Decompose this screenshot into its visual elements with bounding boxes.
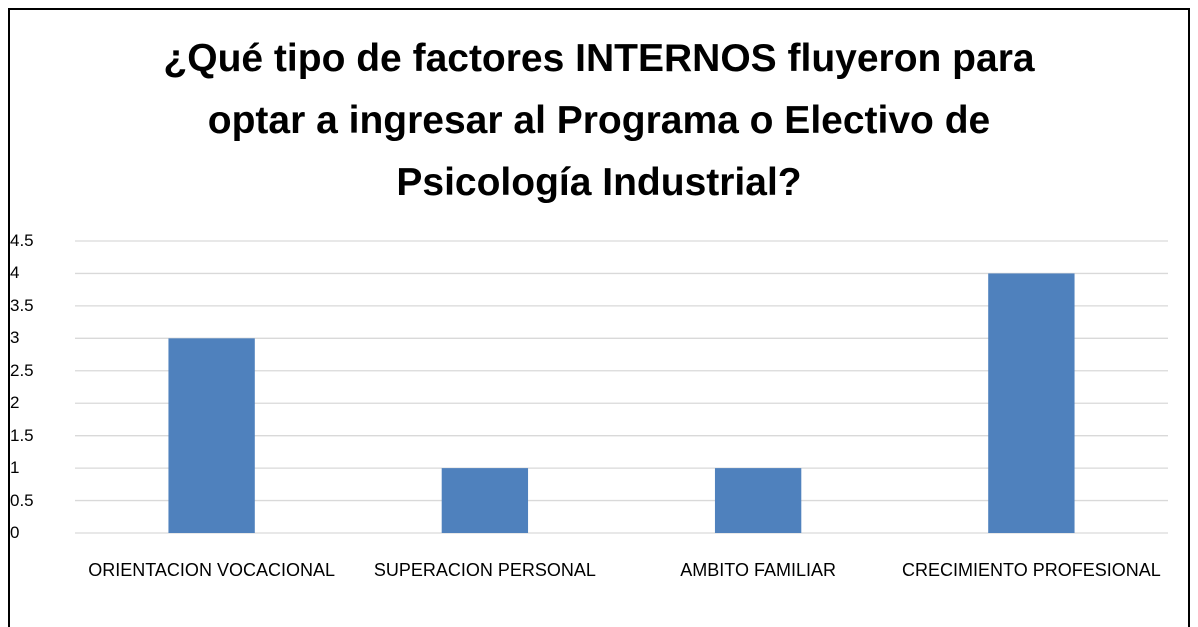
bar bbox=[988, 273, 1075, 533]
y-tick-label: 2.5 bbox=[10, 360, 34, 380]
x-tick-label: AMBITO FAMILIAR bbox=[680, 560, 836, 580]
y-tick-label: 0 bbox=[10, 523, 20, 542]
y-tick-label: 3 bbox=[10, 328, 20, 348]
y-tick-label: 4 bbox=[10, 263, 20, 283]
bar bbox=[441, 468, 529, 533]
bar bbox=[168, 338, 255, 533]
y-tick-label: 1.5 bbox=[10, 425, 34, 445]
bar bbox=[714, 468, 802, 533]
x-tick-label: ORIENTACION VOCACIONAL bbox=[88, 560, 335, 580]
y-tick-label: 1 bbox=[10, 458, 20, 478]
x-tick-label: CRECIMIENTO PROFESIONAL bbox=[902, 560, 1161, 580]
chart-border bbox=[8, 8, 1190, 627]
y-tick-label: 0.5 bbox=[10, 490, 34, 510]
y-tick-label: 3.5 bbox=[10, 295, 34, 315]
chart-title: ¿Qué tipo de factores INTERNOS fluyeron … bbox=[163, 37, 1035, 204]
y-tick-label: 4.5 bbox=[10, 231, 34, 250]
y-tick-label: 2 bbox=[10, 393, 20, 413]
x-tick-label: SUPERACION PERSONAL bbox=[373, 560, 596, 580]
